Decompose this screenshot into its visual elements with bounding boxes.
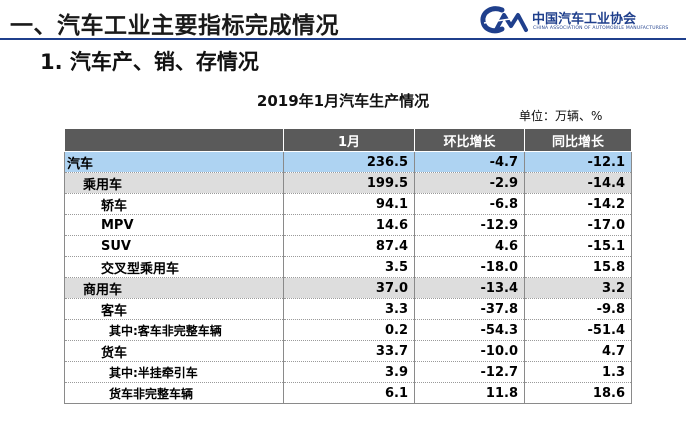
table-row: SUV 87.4 4.6 -15.1 [64,235,632,257]
column-header-category [64,128,284,152]
cell-month-value: 3.9 [283,361,415,383]
cell-mom-growth: 11.8 [414,382,525,404]
cell-mom-growth: -2.9 [414,172,525,194]
cell-yoy-growth: -14.2 [524,193,632,215]
cell-yoy-growth: -17.0 [524,214,632,236]
logo-text-cn: 中国汽车工业协会 [532,12,637,27]
table-row: 其中:半挂牵引车 3.9 -12.7 1.3 [64,361,632,383]
cell-yoy-growth: -15.1 [524,235,632,257]
cell-yoy-growth: 15.8 [524,256,632,278]
table-row: 轿车 94.1 -6.8 -14.2 [64,193,632,215]
table-row: 商用车 37.0 -13.4 3.2 [64,277,632,299]
cell-mom-growth: -18.0 [414,256,525,278]
cell-month-value: 94.1 [283,193,415,215]
cell-yoy-growth: -51.4 [524,319,632,341]
row-label: 汽车 [64,151,284,173]
table-row: MPV 14.6 -12.9 -17.0 [64,214,632,236]
table-row: 货车非完整车辆 6.1 11.8 18.6 [64,382,632,404]
table-row: 其中:客车非完整车辆 0.2 -54.3 -51.4 [64,319,632,341]
cell-yoy-growth: -12.1 [524,151,632,173]
cell-month-value: 3.3 [283,298,415,320]
table-row: 货车 33.7 -10.0 4.7 [64,340,632,362]
cell-yoy-growth: 4.7 [524,340,632,362]
cell-month-value: 3.5 [283,256,415,278]
row-label: 客车 [64,298,284,320]
row-label: 乘用车 [64,172,284,194]
cell-month-value: 0.2 [283,319,415,341]
cell-month-value: 37.0 [283,277,415,299]
cell-month-value: 236.5 [283,151,415,173]
cell-mom-growth: 4.6 [414,235,525,257]
row-label: 货车 [64,340,284,362]
table-header-row: 1月 环比增长 同比增长 [64,128,632,152]
row-label: 货车非完整车辆 [64,382,284,404]
table-row: 乘用车 199.5 -2.9 -14.4 [64,172,632,194]
table-body: 汽车 236.5 -4.7 -12.1 乘用车 199.5 -2.9 -14.4 轿车 94.1-… [64,151,632,404]
row-label: 其中:半挂牵引车 [64,361,284,383]
cell-yoy-growth: 1.3 [524,361,632,383]
section-title: 1. 汽车产、销、存情况 [40,50,259,74]
cell-mom-growth: -4.7 [414,151,525,173]
cell-month-value: 87.4 [283,235,415,257]
column-header-yoy: 同比增长 [524,128,632,152]
cell-month-value: 14.6 [283,214,415,236]
unit-label: 单位：万辆、% [519,109,603,123]
cell-yoy-growth: 3.2 [524,277,632,299]
table-row: 交叉型乘用车 3.5 -18.0 15.8 [64,256,632,278]
cell-month-value: 33.7 [283,340,415,362]
slide-title: 一、汽车工业主要指标完成情况 [10,13,339,39]
row-label: 其中:客车非完整车辆 [64,319,284,341]
cell-mom-growth: -54.3 [414,319,525,341]
row-label: MPV [64,214,284,236]
row-label: 交叉型乘用车 [64,256,284,278]
cell-mom-growth: -12.7 [414,361,525,383]
cell-yoy-growth: -9.8 [524,298,632,320]
row-label: 轿车 [64,193,284,215]
cell-mom-growth: -37.8 [414,298,525,320]
cell-mom-growth: -13.4 [414,277,525,299]
row-label: SUV [64,235,284,257]
production-table: 1月 环比增长 同比增长 汽车 236.5 -4.7 -12.1 乘用车 199.5 -2.… [64,128,632,404]
table-row: 客车 3.3 -37.8 -9.8 [64,298,632,320]
header-divider [0,38,686,40]
row-label: 商用车 [64,277,284,299]
table-row: 汽车 236.5 -4.7 -12.1 [64,151,632,173]
cell-mom-growth: -10.0 [414,340,525,362]
logo-mark-icon [480,6,528,34]
cell-mom-growth: -12.9 [414,214,525,236]
logo-text-en: CHINA ASSOCIATION OF AUTOMOBILE MANUFACT… [533,26,669,31]
cell-yoy-growth: 18.6 [524,382,632,404]
logo: 中国汽车工业协会 CHINA ASSOCIATION OF AUTOMOBILE… [480,4,680,38]
table-title: 2019年1月汽车生产情况 [256,92,430,110]
cell-yoy-growth: -14.4 [524,172,632,194]
cell-mom-growth: -6.8 [414,193,525,215]
cell-month-value: 199.5 [283,172,415,194]
cell-month-value: 6.1 [283,382,415,404]
column-header-month: 1月 [283,128,415,152]
column-header-mom: 环比增长 [414,128,525,152]
